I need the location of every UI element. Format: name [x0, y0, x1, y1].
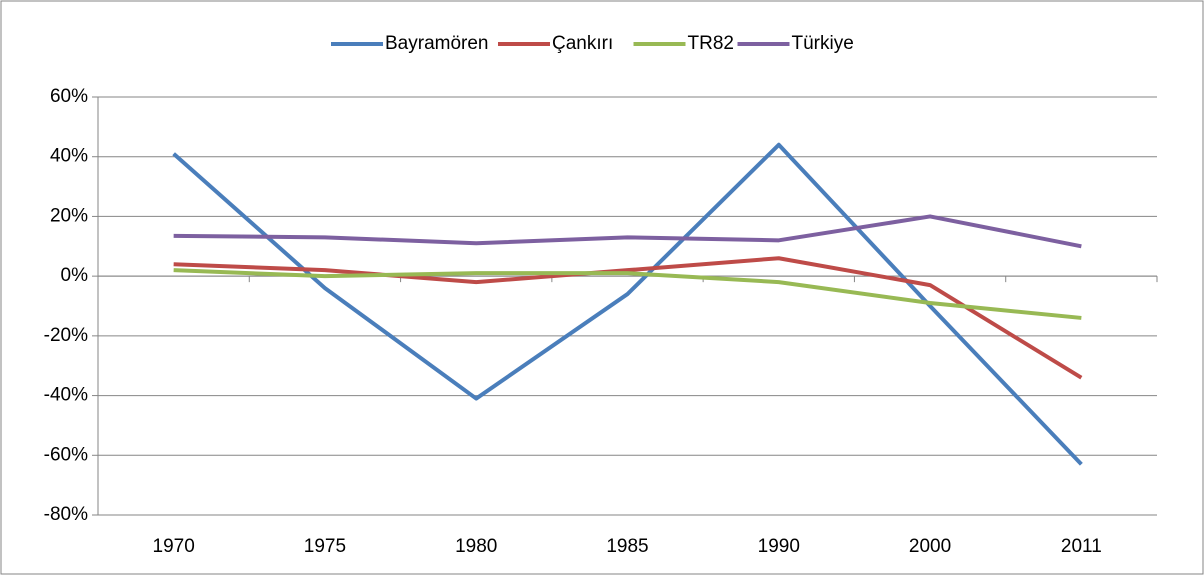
- legend-label: TR82: [688, 33, 734, 54]
- y-tick-label: 40%: [50, 146, 88, 167]
- x-tick-label: 1990: [758, 536, 800, 557]
- y-tick-label: -80%: [44, 504, 88, 525]
- y-tick-label: -20%: [44, 325, 88, 346]
- legend-label: Türkiye: [792, 33, 854, 54]
- y-tick-label: 60%: [50, 86, 88, 107]
- y-tick-label: 20%: [50, 205, 88, 226]
- series-line: [172, 142, 1083, 466]
- legend-label: Çankırı: [552, 33, 613, 54]
- series-line: [173, 268, 1082, 320]
- y-tick-label: -40%: [44, 385, 88, 406]
- x-tick-label: 1970: [153, 536, 195, 557]
- series-line: [173, 214, 1082, 249]
- x-tick-label: 2011: [1061, 536, 1102, 557]
- series-line: [173, 256, 1083, 380]
- x-tick-label: 2000: [909, 536, 951, 557]
- x-tick-label: 1985: [606, 536, 648, 557]
- y-tick-label: -60%: [44, 444, 88, 465]
- y-tick-label: 0%: [61, 265, 89, 286]
- x-tick-label: 1980: [455, 536, 497, 557]
- x-tick-label: 1975: [304, 536, 346, 557]
- legend-label: Bayramören: [385, 33, 489, 54]
